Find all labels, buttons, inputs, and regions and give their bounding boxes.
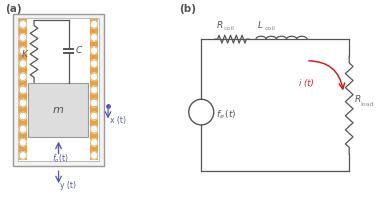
Circle shape — [19, 60, 27, 68]
Circle shape — [91, 47, 98, 54]
Text: (a): (a) — [5, 3, 22, 14]
Circle shape — [91, 126, 98, 133]
Circle shape — [91, 152, 98, 159]
Circle shape — [19, 139, 27, 146]
Circle shape — [19, 73, 27, 81]
Circle shape — [91, 60, 98, 68]
Circle shape — [19, 34, 27, 41]
Text: $\mathit{f}_e\,(t)$: $\mathit{f}_e\,(t)$ — [216, 108, 236, 121]
Circle shape — [19, 99, 27, 107]
Circle shape — [19, 152, 27, 159]
Circle shape — [91, 73, 98, 81]
Circle shape — [91, 139, 98, 146]
Circle shape — [91, 99, 98, 107]
Text: R: R — [217, 21, 223, 30]
Text: L: L — [258, 21, 263, 30]
Bar — [19, 19, 27, 160]
Text: coil: coil — [223, 26, 234, 31]
Text: (b): (b) — [179, 3, 196, 14]
Text: i (t): i (t) — [299, 80, 314, 88]
Bar — [13, 14, 104, 166]
Text: coil: coil — [265, 26, 276, 31]
Circle shape — [19, 86, 27, 94]
Circle shape — [19, 126, 27, 133]
Text: R: R — [355, 95, 361, 104]
Circle shape — [91, 112, 98, 120]
Bar — [28, 83, 88, 137]
Text: C: C — [75, 46, 82, 55]
Text: $\it{f}$$_o$(t): $\it{f}$$_o$(t) — [52, 152, 68, 165]
Bar — [90, 19, 99, 160]
Text: y (t): y (t) — [61, 181, 76, 190]
Text: K: K — [21, 50, 27, 59]
Circle shape — [19, 112, 27, 120]
Circle shape — [91, 86, 98, 94]
Circle shape — [91, 21, 98, 28]
Bar — [18, 18, 99, 161]
Text: m: m — [53, 105, 64, 115]
Text: load: load — [361, 102, 374, 107]
Circle shape — [91, 34, 98, 41]
Circle shape — [19, 47, 27, 54]
Circle shape — [19, 21, 27, 28]
Text: x (t): x (t) — [110, 116, 126, 125]
